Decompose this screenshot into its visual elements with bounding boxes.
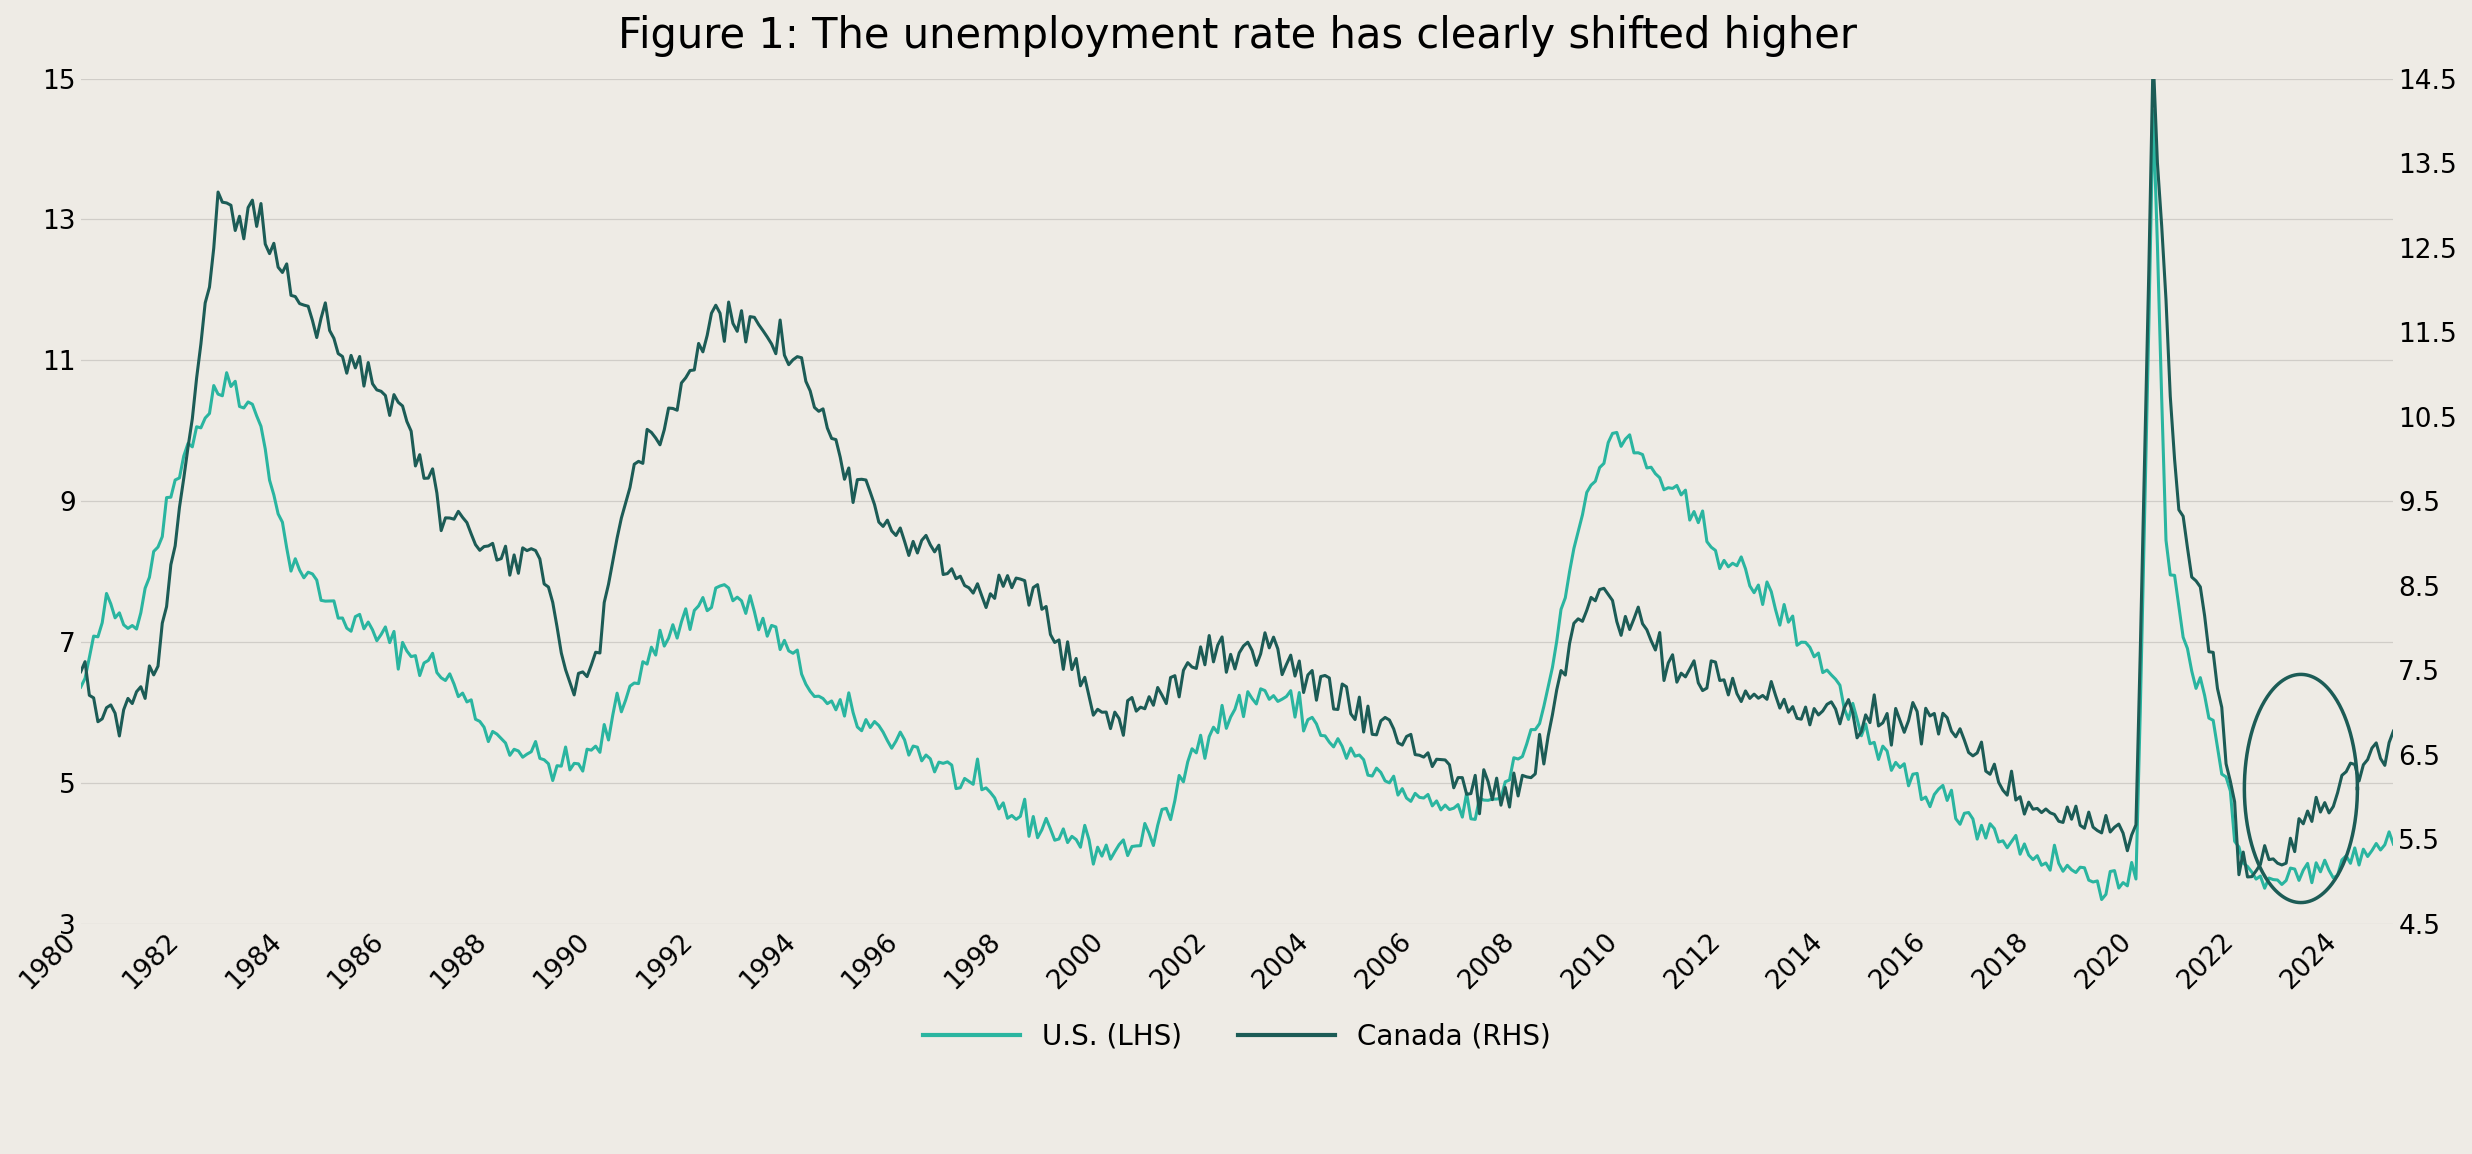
- Legend: U.S. (LHS), Canada (RHS): U.S. (LHS), Canada (RHS): [912, 1012, 1562, 1062]
- Title: Figure 1: The unemployment rate has clearly shifted higher: Figure 1: The unemployment rate has clea…: [618, 15, 1856, 57]
